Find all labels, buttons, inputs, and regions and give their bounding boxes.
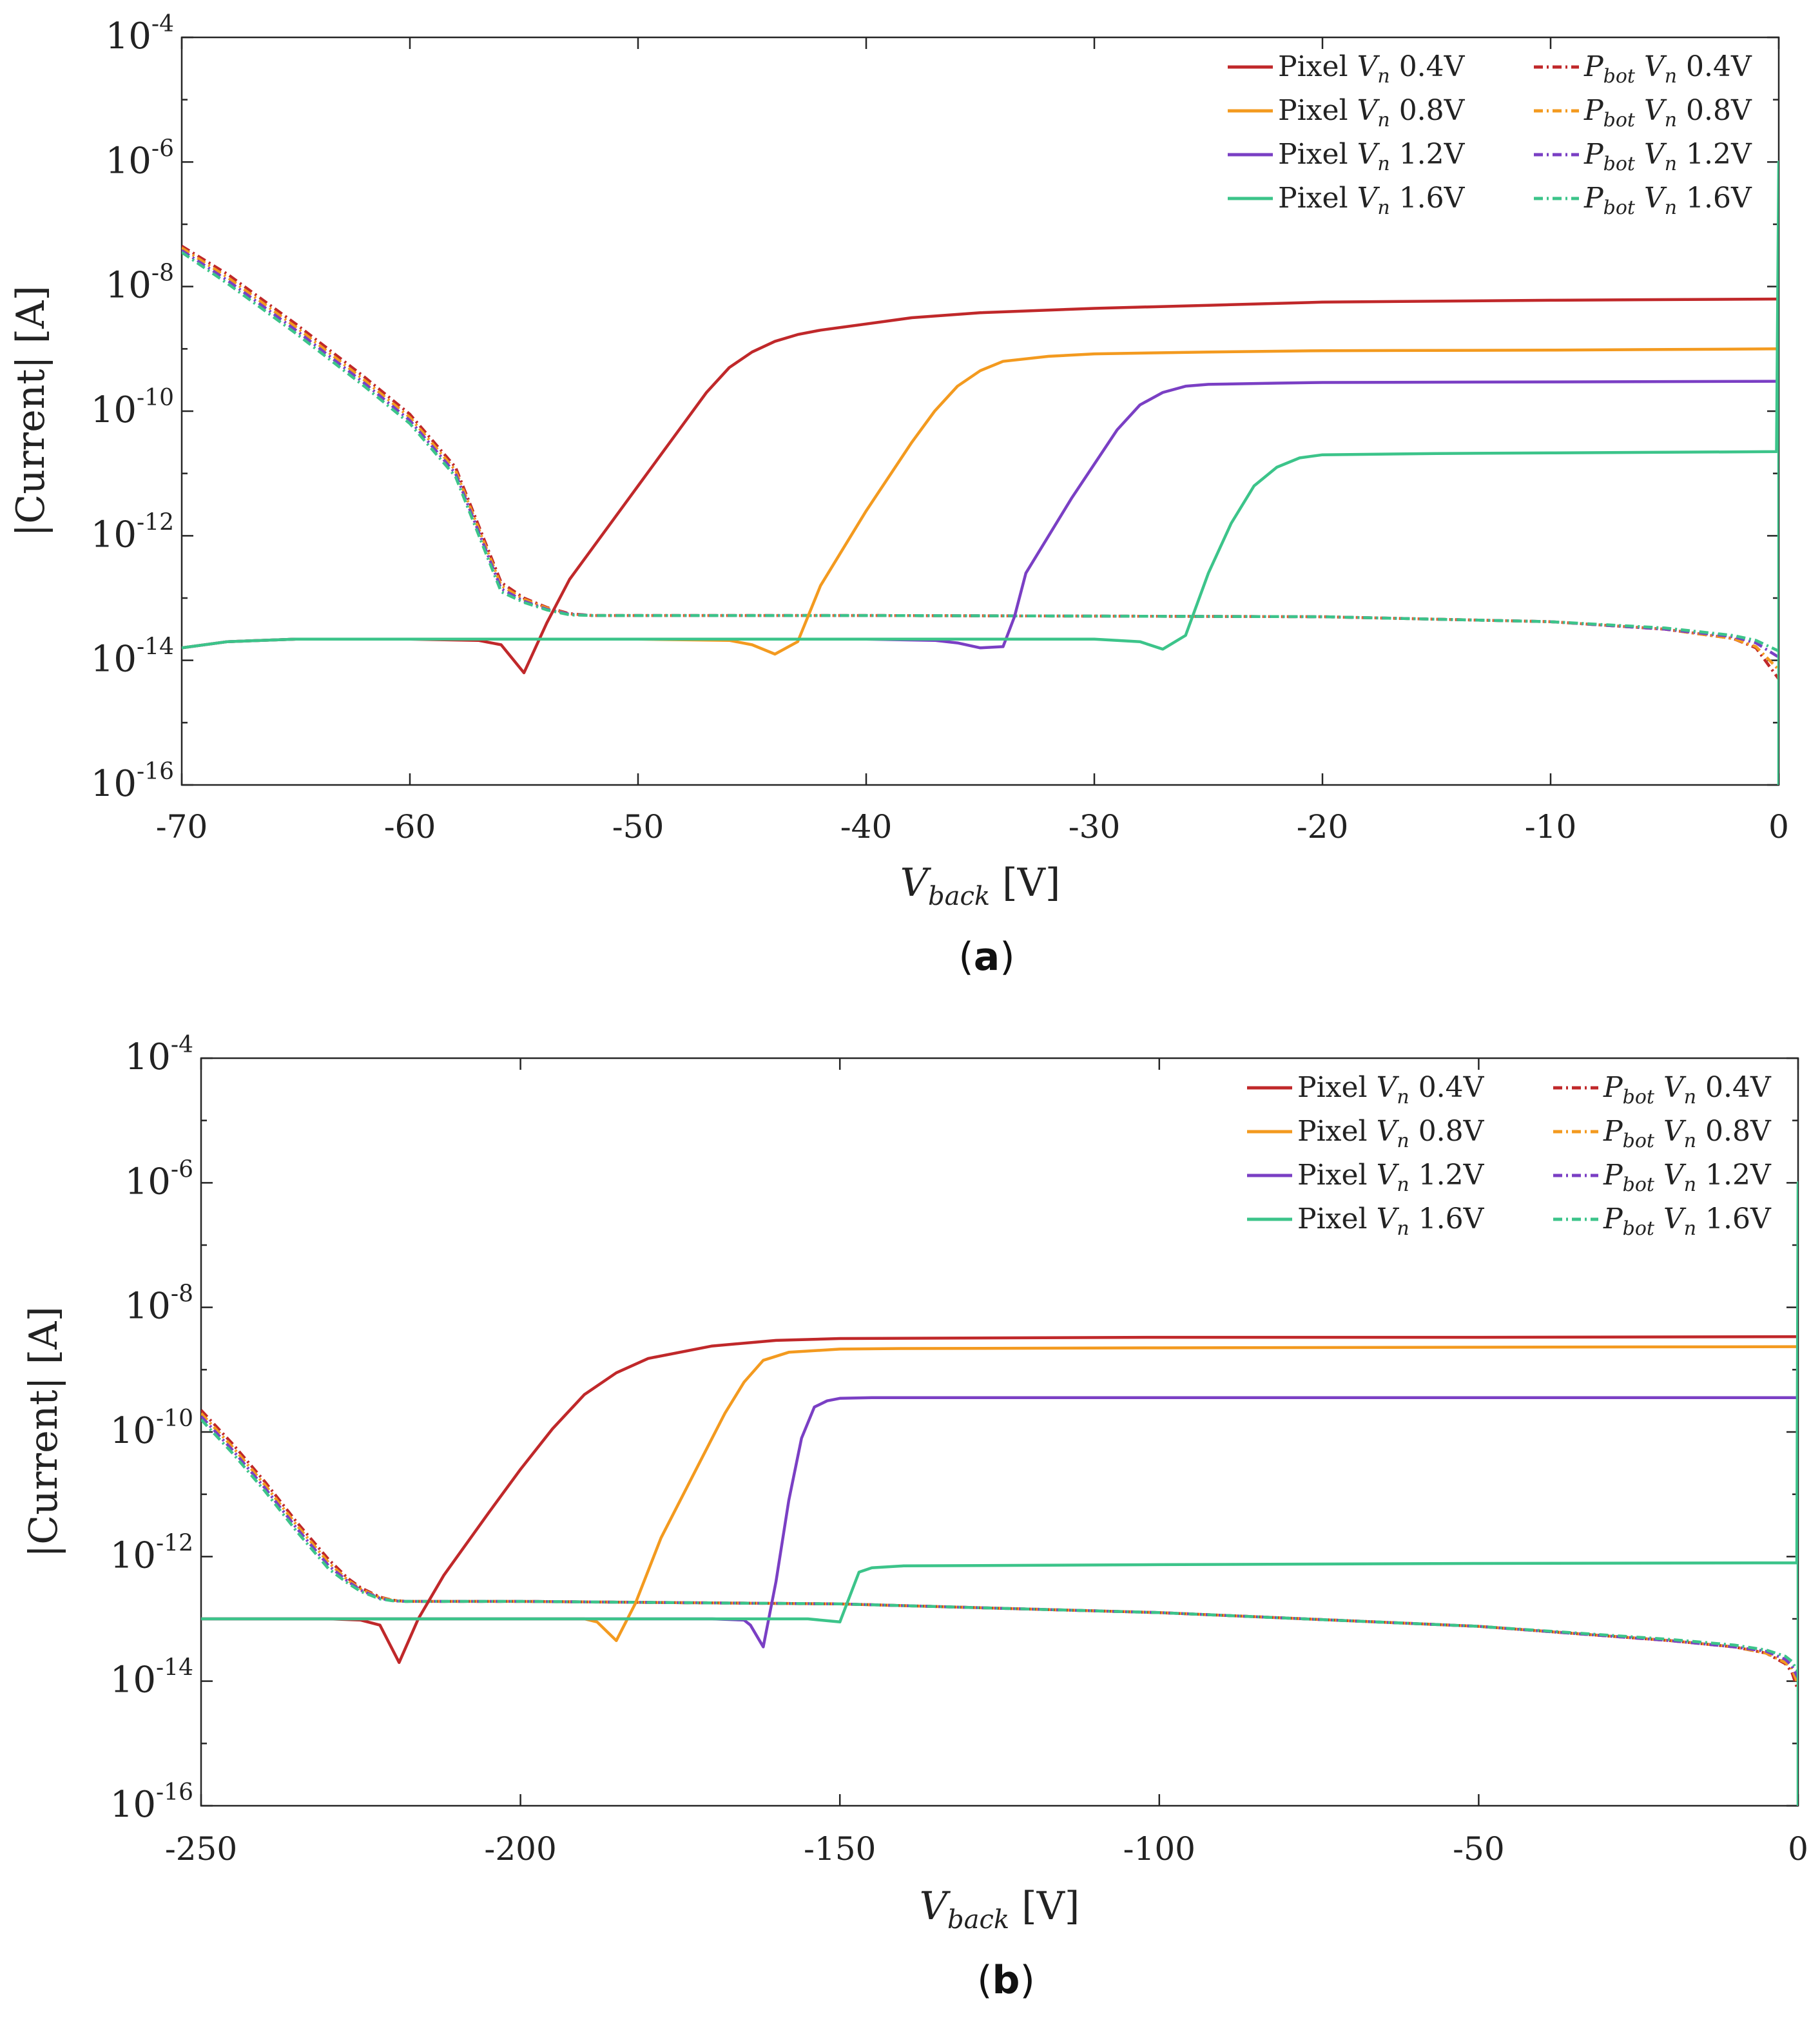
series-line-p-bot-v-n-0-4v <box>201 1409 1798 1691</box>
series-group <box>201 1181 1798 1806</box>
legend-entry-label: Pixel Vn 0.8V <box>1297 1115 1485 1152</box>
y-axis-title: |Current| [A] <box>8 285 53 537</box>
y-tick-label: 10-10 <box>91 385 174 431</box>
y-tick-label: 10-6 <box>125 1156 193 1203</box>
legend-entry-label: Pixel Vn 0.8V <box>1278 94 1466 131</box>
series-group <box>182 160 1779 785</box>
series-line-p-bot-v-n-0-4v <box>182 244 1779 681</box>
x-tick-label: -200 <box>484 1830 556 1868</box>
series-line-p-bot-v-n-0-8v <box>201 1412 1798 1685</box>
legend-entry-label: Pixel Vn 1.2V <box>1278 138 1466 175</box>
legend-entry-label: Pbot Vn 1.6V <box>1583 182 1752 219</box>
x-tick-label: -50 <box>612 808 664 846</box>
plot-area-frame <box>180 36 1780 786</box>
figure-caption: (b) <box>977 1958 1035 2003</box>
legend-entry-label: Pixel Vn 0.4V <box>1278 50 1466 88</box>
y-tick-label: 10-4 <box>125 1032 193 1078</box>
chart-b: 10-16 10-14 10-12 10-10 10-8 10-6 10-4 -250 -200… <box>21 1032 1808 2003</box>
series-line-pixel-v-n-1-2v <box>182 380 1779 650</box>
legend-entry-label: Pixel Vn 1.6V <box>1278 182 1466 219</box>
legend-entry-label: Pbot Vn 1.2V <box>1603 1159 1772 1196</box>
x-axis-title: Vback [V] <box>920 1884 1080 1935</box>
plot-area-frame <box>200 1057 1799 1807</box>
y-tick-label: 10-12 <box>91 509 174 556</box>
legend-entry-label: Pixel Vn 0.4V <box>1297 1071 1485 1108</box>
y-tick-label: 10-14 <box>91 634 174 681</box>
x-tick-label: -60 <box>384 808 436 846</box>
x-tick-label: -100 <box>1123 1830 1196 1868</box>
y-tick-label: 10-16 <box>91 759 174 805</box>
chart-a: 10-16 10-14 10-12 10-10 10-8 10-6 10-4 -70 -60 -5… <box>8 11 1789 980</box>
legend-entry-label: Pbot Vn 0.8V <box>1583 94 1752 131</box>
series-line-p-bot-v-n-1-6v <box>182 251 1779 653</box>
series-line-pixel-v-n-0-8v <box>201 1345 1798 1643</box>
y-tick-label: 10-8 <box>106 260 174 307</box>
y-tick-label: 10-14 <box>110 1655 193 1701</box>
x-tick-label: -10 <box>1525 808 1577 846</box>
y-tick-label: 10-8 <box>125 1281 193 1328</box>
y-tick-label: 10-16 <box>110 1779 193 1826</box>
series-line-p-bot-v-n-0-8v <box>182 246 1779 671</box>
series-line-p-bot-v-n-1-6v <box>201 1418 1798 1673</box>
figure-caption: (a) <box>958 934 1014 980</box>
legend-entry-label: Pbot Vn 0.4V <box>1583 50 1752 88</box>
x-tick-label: -50 <box>1453 1830 1505 1868</box>
x-tick-label: -30 <box>1069 808 1121 846</box>
series-line-pixel-v-n-1-6v <box>201 1181 1798 1806</box>
legend-entry-label: Pixel Vn 1.6V <box>1297 1203 1485 1240</box>
x-tick-label: 0 <box>1768 808 1789 846</box>
series-line-p-bot-v-n-1-2v <box>201 1415 1798 1679</box>
legend-entry-label: Pbot Vn 1.6V <box>1603 1203 1772 1240</box>
y-tick-label: 10-4 <box>106 11 174 57</box>
legend-entry-label: Pbot Vn 0.4V <box>1603 1071 1772 1108</box>
x-tick-label: -70 <box>156 808 208 846</box>
legend-entry-label: Pbot Vn 0.8V <box>1603 1115 1772 1152</box>
x-tick-label: -150 <box>804 1830 876 1868</box>
legend-entry-label: Pixel Vn 1.2V <box>1297 1159 1485 1196</box>
x-tick-label: -250 <box>165 1830 237 1868</box>
y-tick-label: 10-6 <box>106 135 174 182</box>
x-tick-label: 0 <box>1788 1830 1808 1868</box>
series-line-pixel-v-n-1-6v <box>182 160 1779 785</box>
y-tick-label: 10-12 <box>110 1530 193 1576</box>
y-tick-label: 10-10 <box>110 1406 193 1452</box>
legend-entry-label: Pbot Vn 1.2V <box>1583 138 1752 175</box>
series-line-pixel-v-n-0-4v <box>182 297 1779 675</box>
x-tick-label: -20 <box>1297 808 1349 846</box>
x-axis-title: Vback [V] <box>900 860 1061 911</box>
y-axis-title: |Current| [A] <box>21 1306 66 1558</box>
x-tick-label: -40 <box>840 808 893 846</box>
series-line-pixel-v-n-0-4v <box>201 1335 1798 1664</box>
series-line-pixel-v-n-0-8v <box>182 347 1779 656</box>
